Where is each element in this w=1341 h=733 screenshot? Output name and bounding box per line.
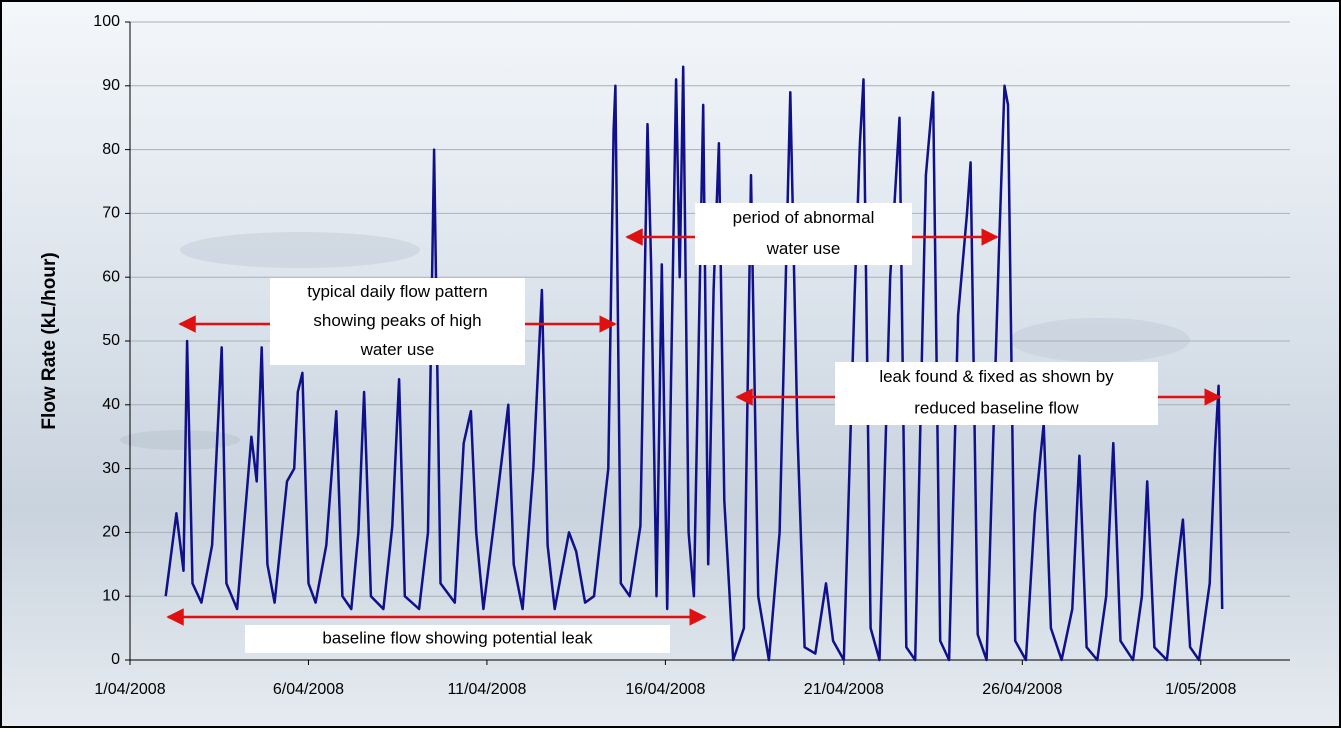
y-tick-label: 10 (102, 587, 120, 604)
data-line (164, 65, 1224, 662)
x-tick-label: 21/04/2008 (804, 681, 884, 698)
annotation-text: leak found & fixed as shown by (879, 367, 1114, 386)
annotation-text: period of abnormal (733, 208, 875, 227)
annotation-box (270, 278, 525, 365)
plot: 0 10 20 30 40 50 60 70 80 90 100 1/04/2008 6/04/2008… (93, 13, 1290, 698)
annotation-text: water use (766, 239, 841, 258)
y-tick-label: 60 (102, 268, 120, 285)
y-tick-label: 40 (102, 396, 120, 413)
y-tick-label: 80 (102, 141, 120, 158)
y-tick-label: 0 (111, 651, 120, 668)
y-axis-label: Flow Rate (kL/hour) (39, 252, 60, 429)
y-tick-label: 50 (102, 332, 120, 349)
decoration (1010, 318, 1190, 362)
annotation-text: showing peaks of high (313, 311, 481, 330)
decoration (120, 430, 240, 450)
y-tick-label: 30 (102, 460, 120, 477)
x-tick-label: 26/04/2008 (982, 681, 1062, 698)
annotation-box (695, 203, 912, 265)
y-tick-label: 100 (93, 13, 120, 30)
annotations: typical daily flow pattern showing peaks … (166, 203, 1222, 653)
x-tick-label: 6/04/2008 (273, 681, 344, 698)
y-tick-label: 70 (102, 205, 120, 222)
annotation-box (835, 362, 1158, 425)
annotation-text: reduced baseline flow (914, 399, 1079, 418)
x-tick-label: 11/04/2008 (447, 681, 526, 698)
decoration (180, 232, 420, 268)
annotation-text: typical daily flow pattern (307, 282, 487, 301)
x-tick-label: 1/04/2008 (94, 681, 165, 698)
y-tick-label: 20 (102, 524, 120, 541)
annotation-text: baseline flow showing potential leak (322, 628, 593, 647)
x-tick-label: 16/04/2008 (625, 681, 705, 698)
annotation-box (245, 625, 670, 653)
annotation-text: water use (360, 340, 435, 359)
y-tick-label: 90 (102, 77, 120, 94)
x-tick-label: 1/05/2008 (1165, 681, 1236, 698)
